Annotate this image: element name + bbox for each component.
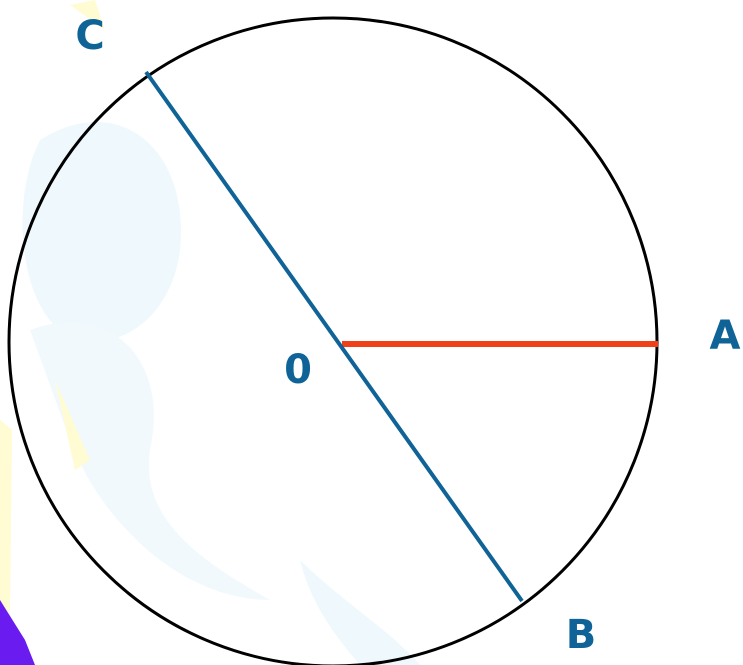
label-center: 0 xyxy=(284,347,312,393)
label-c: C xyxy=(75,13,104,59)
label-a: A xyxy=(710,313,741,359)
diameter-cb xyxy=(146,72,522,601)
label-b: B xyxy=(566,612,597,658)
background-decoration xyxy=(0,0,420,665)
diagram: C A 0 B xyxy=(0,0,743,665)
